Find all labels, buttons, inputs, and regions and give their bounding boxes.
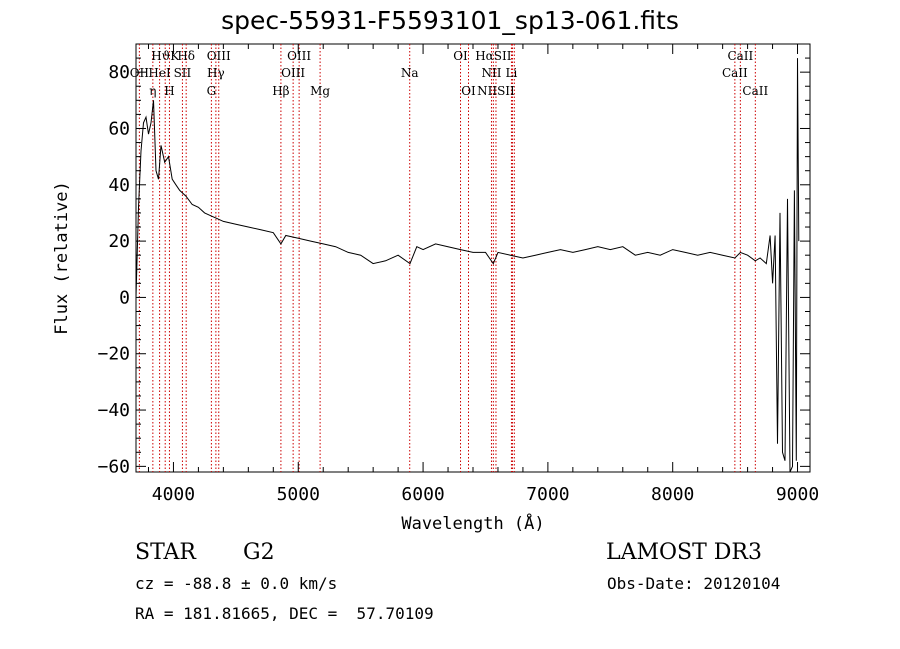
y-tick-label: 60 bbox=[108, 118, 130, 139]
line-label: Mg bbox=[310, 84, 330, 98]
coordinates: RA = 181.81665, DEC = 57.70109 bbox=[135, 604, 434, 623]
spectrum-line bbox=[135, 58, 800, 473]
observation-date: Obs-Date: 20120104 bbox=[607, 574, 781, 593]
line-label: NII bbox=[481, 66, 501, 80]
line-label: CaII bbox=[722, 66, 748, 80]
x-tick-label: 5000 bbox=[277, 484, 320, 505]
line-label: Li bbox=[506, 66, 518, 80]
x-axis: 4000 5000 6000 7000 8000 9000 bbox=[147, 44, 819, 505]
line-label: HαSII bbox=[475, 49, 512, 63]
object-type: STAR bbox=[135, 540, 196, 565]
x-tick-label: 7000 bbox=[526, 484, 569, 505]
line-label: G bbox=[207, 84, 217, 98]
line-label: OII bbox=[130, 66, 150, 80]
x-tick-label: 8000 bbox=[651, 484, 694, 505]
line-label: OIII bbox=[281, 66, 305, 80]
chart-title: spec-55931-F5593101_sp13-061.fits bbox=[221, 6, 679, 35]
line-label: OIII bbox=[287, 49, 311, 63]
redshift-velocity: cz = -88.8 ± 0.0 km/s bbox=[135, 574, 338, 593]
line-label: OIII bbox=[207, 49, 231, 63]
line-label: H bbox=[164, 84, 174, 98]
line-label: η bbox=[149, 84, 156, 98]
x-axis-label: Wavelength (Å) bbox=[401, 512, 544, 534]
y-tick-label: 20 bbox=[108, 231, 130, 252]
y-tick-label: −20 bbox=[97, 344, 130, 365]
spectral-subclass: G2 bbox=[243, 540, 275, 565]
line-label: NIISII bbox=[477, 84, 515, 98]
line-label: OI bbox=[453, 49, 468, 63]
line-label: SII bbox=[174, 66, 192, 80]
line-label: Hβ bbox=[272, 84, 289, 98]
line-label: OI bbox=[461, 84, 476, 98]
y-tick-label: −60 bbox=[97, 456, 130, 477]
y-tick-label: 80 bbox=[108, 62, 130, 83]
line-label: HϑK bbox=[151, 49, 180, 63]
line-label: CaII bbox=[727, 49, 753, 63]
y-tick-label: 40 bbox=[108, 175, 130, 196]
line-markers bbox=[138, 44, 756, 472]
line-label: Hγ bbox=[207, 66, 225, 80]
plot-frame bbox=[135, 43, 811, 473]
line-label: Hδ bbox=[177, 49, 195, 63]
y-tick-label: 0 bbox=[119, 287, 130, 308]
y-axis: −60 −40 −20 0 20 40 60 80 bbox=[97, 57, 810, 477]
y-tick-label: −40 bbox=[97, 400, 130, 421]
x-tick-label: 4000 bbox=[152, 484, 195, 505]
x-tick-label: 9000 bbox=[776, 484, 819, 505]
line-label: CaII bbox=[742, 84, 768, 98]
x-tick-label: 6000 bbox=[401, 484, 444, 505]
survey-name: LAMOST DR3 bbox=[606, 540, 762, 565]
y-axis-label: Flux (relative) bbox=[52, 181, 72, 335]
line-label: Na bbox=[401, 66, 419, 80]
line-label: HeI bbox=[148, 66, 171, 80]
